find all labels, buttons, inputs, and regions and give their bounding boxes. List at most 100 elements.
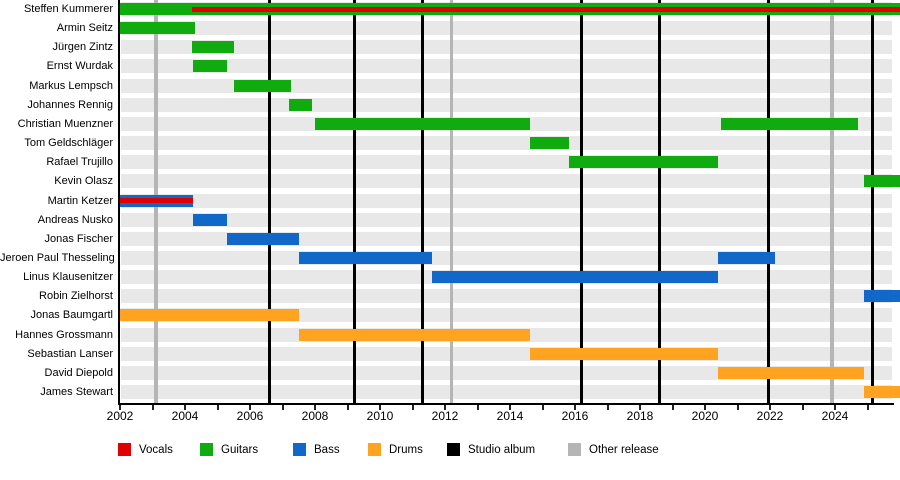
year-tick xyxy=(314,405,316,410)
year-tick xyxy=(834,405,836,410)
row-band xyxy=(121,365,892,380)
legend-swatch-other-release xyxy=(568,443,581,456)
year-tick xyxy=(249,405,251,410)
year-tick-label: 2020 xyxy=(691,409,719,423)
guitars-bar xyxy=(191,41,234,54)
guitars-bar xyxy=(315,117,530,130)
year-tick-label: 2014 xyxy=(496,409,524,423)
legend-label: Drums xyxy=(389,444,423,456)
row-band xyxy=(121,40,892,55)
guitars-bar xyxy=(721,117,858,130)
year-tick xyxy=(476,405,479,410)
member-label: Linus Klausenitzer xyxy=(23,271,113,284)
member-label: Jürgen Zintz xyxy=(52,41,113,54)
year-tick xyxy=(541,405,544,410)
guitars-bar xyxy=(529,137,569,150)
year-tick-label: 2010 xyxy=(366,409,394,423)
studio-album-line xyxy=(766,0,770,403)
year-tick xyxy=(769,405,771,410)
studio-album-line xyxy=(580,0,583,403)
guitars-bar xyxy=(120,22,195,35)
year-tick xyxy=(379,405,381,410)
year-tick xyxy=(281,405,284,410)
row-band xyxy=(121,174,892,189)
vocals-stripe-bar xyxy=(191,6,900,12)
guitars-bar xyxy=(864,175,900,188)
year-tick xyxy=(574,405,576,410)
row-band xyxy=(121,308,892,323)
member-label: Andreas Nusko xyxy=(37,213,113,226)
vocals-stripe-bar xyxy=(120,198,194,203)
studio-album-line xyxy=(420,0,424,403)
year-tick-label: 2012 xyxy=(431,409,459,423)
member-label: Steffen Kummerer xyxy=(23,3,113,15)
year-tick xyxy=(801,405,804,410)
row-band xyxy=(121,193,892,208)
y-axis-line xyxy=(118,0,120,403)
member-label: Johannes Rennig xyxy=(27,98,113,111)
year-tick xyxy=(216,405,219,410)
bass-bar xyxy=(298,251,432,264)
row-band xyxy=(121,136,892,151)
year-tick xyxy=(509,405,511,410)
guitars-bar xyxy=(289,98,312,111)
bass-bar xyxy=(432,271,718,284)
drums-bar xyxy=(120,309,299,322)
member-label: David Diepold xyxy=(44,366,113,379)
year-tick xyxy=(671,405,674,410)
year-tick xyxy=(184,405,186,410)
row-band xyxy=(121,250,892,265)
member-label: James Stewart xyxy=(40,386,113,398)
year-tick xyxy=(606,405,609,410)
member-label: Robin Zielhorst xyxy=(39,290,113,303)
row-band xyxy=(121,385,892,399)
row-band xyxy=(121,231,892,246)
year-tick-label: 2004 xyxy=(171,409,199,423)
other-release-line xyxy=(830,0,834,403)
x-axis-line xyxy=(118,403,894,405)
member-label: Jonas Fischer xyxy=(44,232,113,245)
year-tick-label: 2006 xyxy=(236,409,264,423)
legend-label: Studio album xyxy=(468,444,536,456)
row-band xyxy=(121,289,892,304)
bass-bar xyxy=(864,290,900,303)
year-tick-label: 2024 xyxy=(821,409,849,423)
year-tick-label: 2018 xyxy=(626,409,654,423)
guitars-bar xyxy=(568,156,718,169)
drums-bar xyxy=(529,347,718,360)
member-label: Martin Ketzer xyxy=(47,194,113,207)
studio-album-line xyxy=(268,0,271,403)
row-band xyxy=(121,155,892,170)
year-tick-label: 2008 xyxy=(301,409,329,423)
year-tick xyxy=(346,405,349,410)
legend-label: Bass xyxy=(314,444,340,456)
member-label: Sebastian Lanser xyxy=(27,347,113,360)
legend-swatch-vocals xyxy=(118,443,131,456)
legend-label: Vocals xyxy=(139,444,173,456)
legend-swatch-guitars xyxy=(200,443,213,456)
guitars-bar xyxy=(193,60,228,73)
studio-album-line xyxy=(658,0,661,403)
legend: Vocals Guitars Bass Drums Studio album Other … xyxy=(0,440,900,462)
drums-bar xyxy=(298,328,530,341)
studio-album-line xyxy=(352,0,356,403)
row-band xyxy=(121,21,892,36)
row-band xyxy=(121,97,892,112)
member-label: Rafael Trujillo xyxy=(46,156,113,169)
legend-swatch-bass xyxy=(293,443,306,456)
drums-bar xyxy=(864,386,900,398)
year-tick xyxy=(119,405,121,410)
member-label: Markus Lempsch xyxy=(29,79,113,92)
row-band xyxy=(121,346,892,361)
legend-swatch-drums xyxy=(368,443,381,456)
drums-bar xyxy=(718,366,865,379)
member-label: Jonas Baumgartl xyxy=(30,309,113,322)
row-band xyxy=(121,212,892,227)
row-band xyxy=(121,59,892,74)
member-label: Kevin Olasz xyxy=(54,175,113,188)
year-tick xyxy=(639,405,641,410)
legend-label: Guitars xyxy=(221,444,259,456)
year-tick-label: 2022 xyxy=(756,409,784,423)
row-band xyxy=(121,78,892,93)
